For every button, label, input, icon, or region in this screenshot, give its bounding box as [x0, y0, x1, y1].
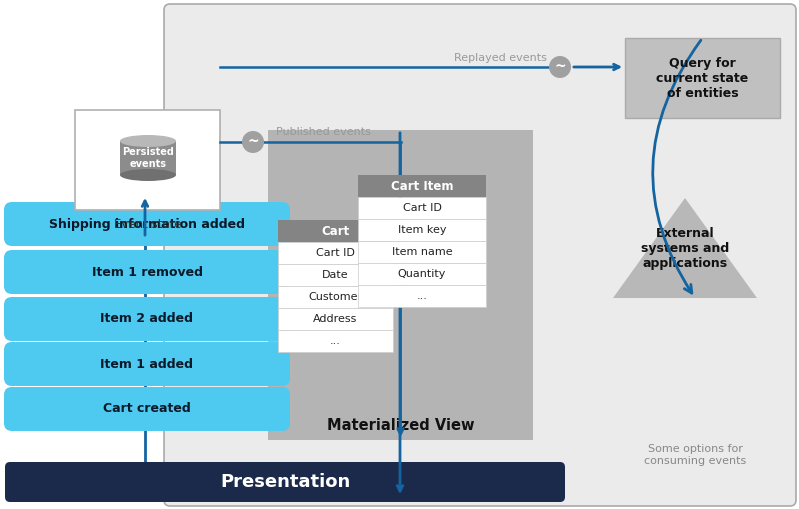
Bar: [358, 263, 486, 285]
Text: Cart ID: Cart ID: [403, 203, 441, 213]
FancyBboxPatch shape: [4, 250, 290, 294]
Bar: [278, 308, 393, 330]
FancyBboxPatch shape: [4, 202, 290, 246]
Bar: [625, 38, 780, 118]
Text: Presentation: Presentation: [220, 473, 350, 491]
Text: Address: Address: [313, 314, 358, 324]
Polygon shape: [613, 198, 757, 298]
FancyBboxPatch shape: [4, 387, 290, 431]
Text: Cart created: Cart created: [103, 403, 191, 415]
FancyBboxPatch shape: [164, 4, 796, 506]
Bar: [278, 242, 393, 264]
Text: Customer: Customer: [308, 292, 363, 302]
Text: Item 2 added: Item 2 added: [101, 313, 193, 325]
Bar: [278, 220, 393, 242]
Bar: [358, 285, 486, 307]
Text: ~: ~: [555, 60, 566, 74]
Bar: [358, 241, 486, 263]
Text: Item 1 removed: Item 1 removed: [92, 266, 202, 278]
Bar: [358, 197, 486, 219]
Bar: [358, 219, 486, 241]
Bar: [120, 141, 176, 175]
Text: Materialized View: Materialized View: [327, 418, 475, 434]
Text: Quantity: Quantity: [398, 269, 446, 279]
Bar: [75, 110, 220, 210]
Text: Event store: Event store: [113, 217, 181, 231]
Text: Published events: Published events: [276, 127, 371, 137]
Bar: [278, 264, 393, 286]
Ellipse shape: [120, 135, 176, 147]
Text: Cart: Cart: [321, 224, 350, 238]
Text: Some options for
consuming events: Some options for consuming events: [644, 444, 746, 466]
Text: ...: ...: [416, 291, 427, 301]
Ellipse shape: [120, 169, 176, 181]
Circle shape: [242, 131, 264, 153]
Text: Date: Date: [322, 270, 349, 280]
Bar: [268, 130, 533, 440]
Text: ~: ~: [247, 135, 259, 149]
Text: Item name: Item name: [392, 247, 452, 257]
Text: Cart Item: Cart Item: [391, 180, 453, 192]
Bar: [358, 175, 486, 197]
Bar: [278, 286, 393, 308]
Text: Persisted
events: Persisted events: [122, 147, 174, 169]
Text: ...: ...: [330, 336, 341, 346]
FancyBboxPatch shape: [4, 342, 290, 386]
Text: External
systems and
applications: External systems and applications: [641, 227, 729, 269]
FancyBboxPatch shape: [5, 462, 565, 502]
Bar: [278, 330, 393, 352]
FancyBboxPatch shape: [4, 297, 290, 341]
Text: Item key: Item key: [398, 225, 447, 235]
Text: Replayed events: Replayed events: [454, 53, 547, 63]
Text: Shipping information added: Shipping information added: [49, 217, 245, 231]
Text: Item 1 added: Item 1 added: [101, 357, 193, 371]
Text: Cart ID: Cart ID: [316, 248, 355, 258]
FancyArrowPatch shape: [653, 40, 701, 293]
Circle shape: [549, 56, 571, 78]
Text: Query for
current state
of entities: Query for current state of entities: [656, 56, 749, 99]
